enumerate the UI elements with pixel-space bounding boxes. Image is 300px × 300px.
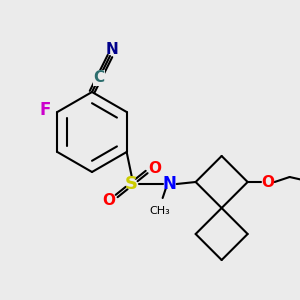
Text: O: O: [148, 160, 161, 175]
Text: F: F: [40, 101, 51, 119]
Text: S: S: [125, 175, 138, 193]
Text: O: O: [261, 175, 274, 190]
Text: C: C: [93, 70, 105, 86]
Text: N: N: [106, 41, 118, 56]
Text: CH₃: CH₃: [149, 206, 170, 216]
Text: O: O: [102, 193, 115, 208]
Text: N: N: [163, 175, 177, 193]
